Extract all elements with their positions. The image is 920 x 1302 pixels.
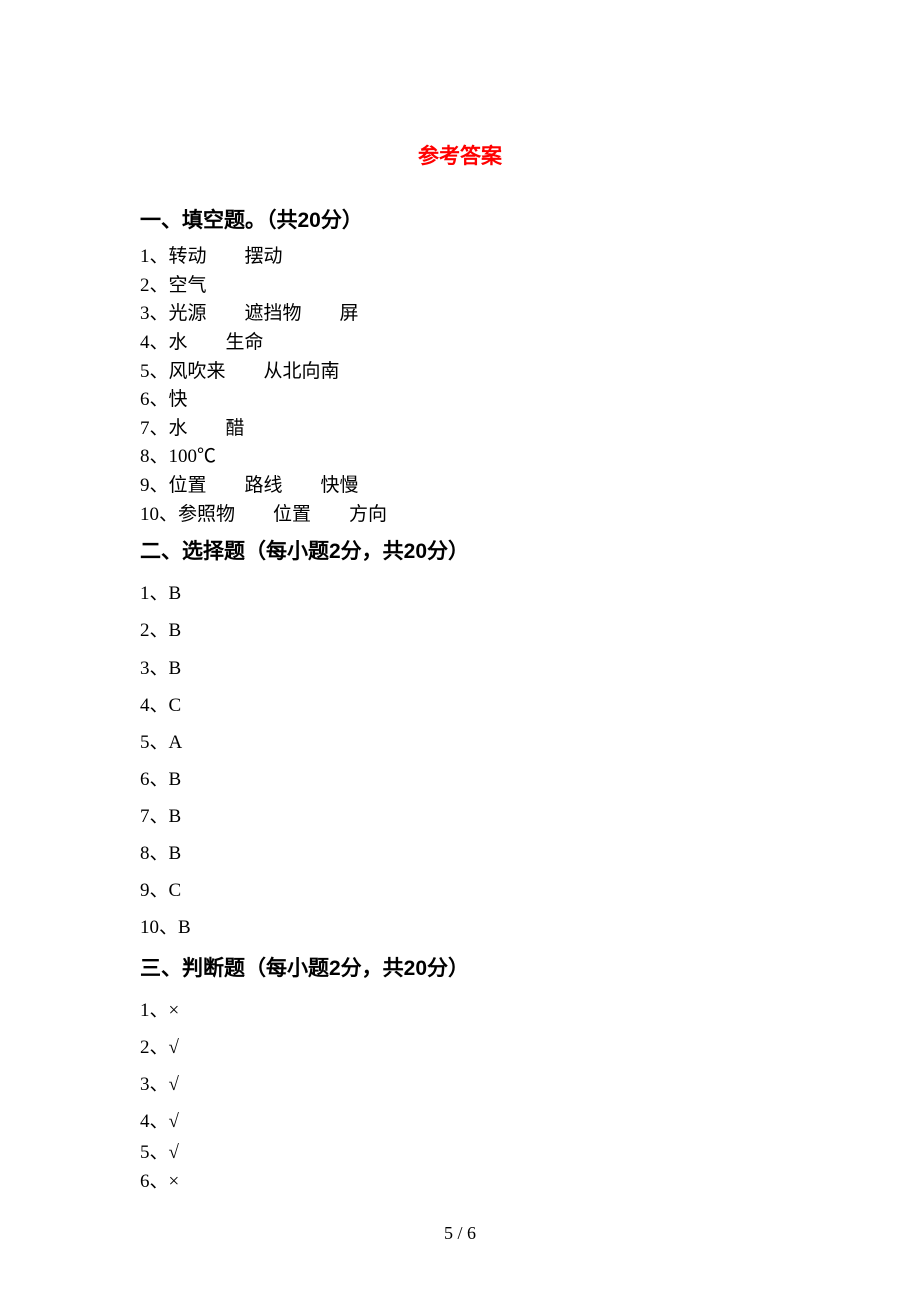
s2-item: 6、B — [140, 761, 780, 798]
s2-item: 1、B — [140, 575, 780, 612]
s2-item: 3、B — [140, 650, 780, 687]
s2-item: 2、B — [140, 612, 780, 649]
s1-item: 6、快 — [140, 387, 780, 413]
s3-item: 2、√ — [140, 1029, 780, 1066]
s1-item: 1、转动 摆动 — [140, 244, 780, 270]
s2-item: 5、A — [140, 724, 780, 761]
s1-item: 8、100℃ — [140, 444, 780, 470]
s3-item: 1、× — [140, 992, 780, 1029]
s2-item: 4、C — [140, 687, 780, 724]
s1-item: 9、位置 路线 快慢 — [140, 473, 780, 499]
s2-item: 10、B — [140, 909, 780, 946]
s2-item: 7、B — [140, 798, 780, 835]
section-1-heading: 一、填空题。（共20分） — [140, 204, 780, 234]
s3-item: 3、√ — [140, 1066, 780, 1103]
s2-item: 9、C — [140, 872, 780, 909]
s1-item: 5、风吹来 从北向南 — [140, 359, 780, 385]
s3-item: 4、√ — [140, 1103, 780, 1140]
s1-item: 2、空气 — [140, 273, 780, 299]
s1-item: 7、水 醋 — [140, 416, 780, 442]
page-content: 参考答案 一、填空题。（共20分） 1、转动 摆动 2、空气 3、光源 遮挡物 … — [0, 0, 920, 1194]
section-3-heading: 三、判断题（每小题2分，共20分） — [140, 952, 780, 982]
page-number: 5 / 6 — [0, 1223, 920, 1244]
s1-item: 10、参照物 位置 方向 — [140, 502, 780, 528]
section-2-heading: 二、选择题（每小题2分，共20分） — [140, 535, 780, 565]
s3-item: 5、√ — [140, 1140, 780, 1166]
doc-title: 参考答案 — [140, 140, 780, 170]
s1-item: 3、光源 遮挡物 屏 — [140, 301, 780, 327]
s3-item: 6、× — [140, 1169, 780, 1195]
s1-item: 4、水 生命 — [140, 330, 780, 356]
s2-item: 8、B — [140, 835, 780, 872]
